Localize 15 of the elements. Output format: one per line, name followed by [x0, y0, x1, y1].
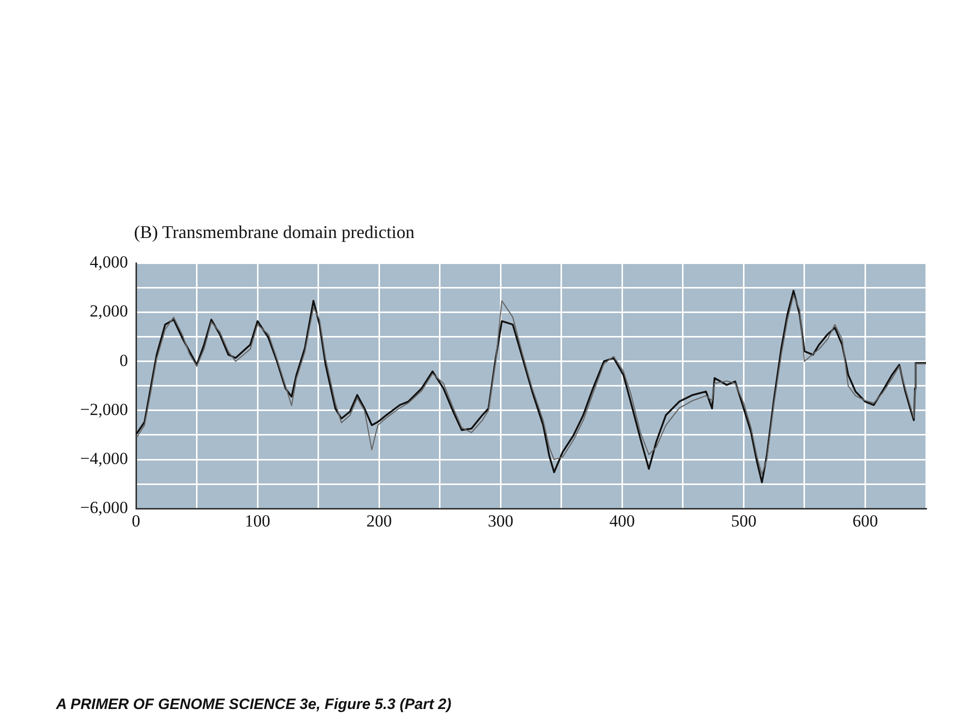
y-tick-label: 2,000 — [90, 302, 128, 321]
y-tick-label: 0 — [120, 350, 128, 370]
y-tick-label: 4,000 — [90, 252, 128, 272]
x-tick-label: 0 — [132, 511, 140, 530]
x-tick-label: 400 — [609, 511, 635, 530]
y-tick-label: −2,000 — [80, 400, 128, 419]
text: A PRIMER OF GENOME SCIENCE 3e, Figure 5.3 (Part 2) — [56, 696, 452, 713]
x-tick-label: 200 — [366, 511, 392, 530]
y-tick-label: −4,000 — [80, 448, 128, 468]
x-tick-label: 600 — [852, 511, 878, 530]
chart-title: (B) Transmembrane domain prediction — [134, 222, 414, 243]
x-tick-label: 100 — [244, 511, 270, 530]
x-tick-label: 300 — [488, 511, 514, 530]
y-tick-label: −6,000 — [80, 498, 128, 518]
x-tick-label: 500 — [730, 511, 756, 530]
